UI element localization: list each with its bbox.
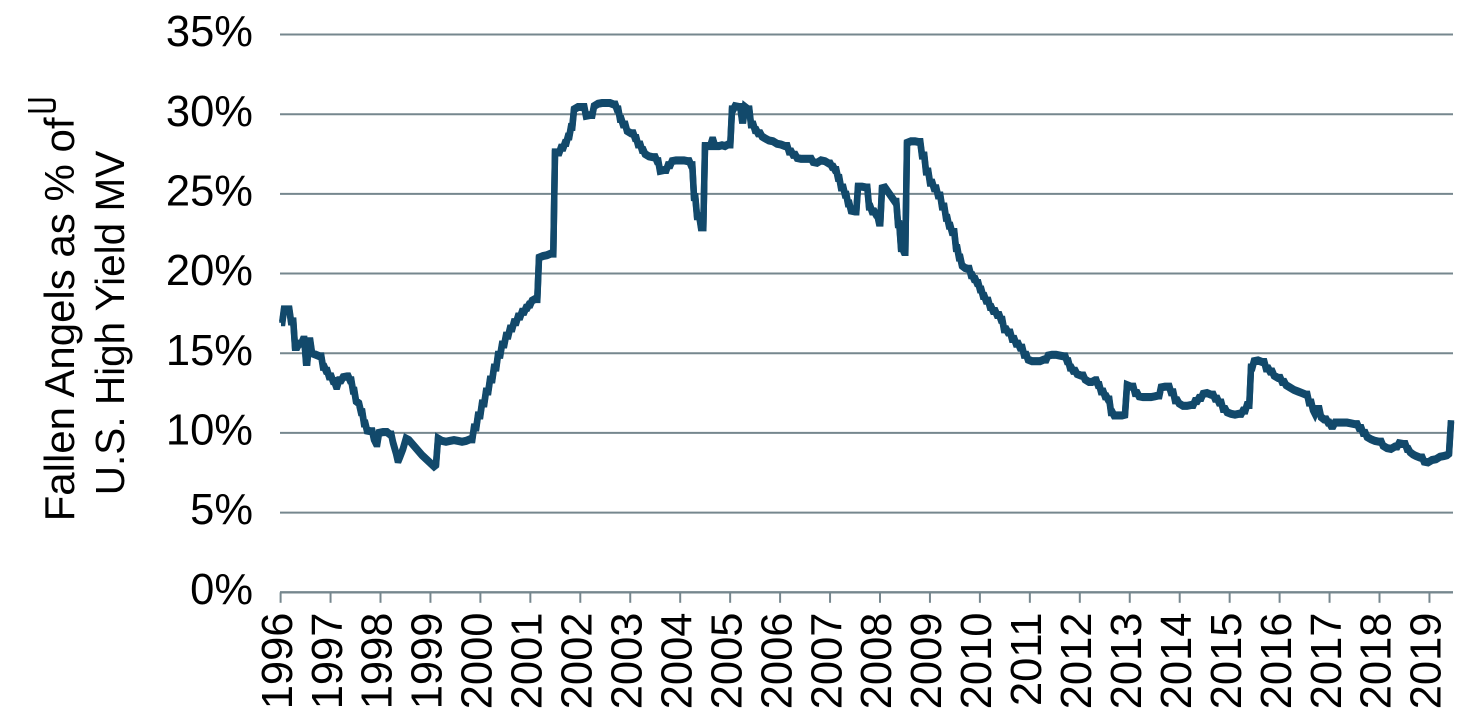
svg-text:2018: 2018: [1353, 613, 1401, 710]
svg-text:2005: 2005: [703, 613, 751, 710]
svg-text:2019: 2019: [1403, 613, 1451, 710]
svg-text:10%: 10%: [166, 407, 253, 455]
svg-text:0%: 0%: [190, 566, 253, 614]
svg-text:U.S. High Yield MV: U.S. High Yield MV: [87, 151, 133, 495]
svg-text:25%: 25%: [166, 168, 253, 216]
svg-text:2015: 2015: [1203, 613, 1251, 710]
svg-text:5%: 5%: [190, 486, 253, 534]
svg-text:15%: 15%: [166, 327, 253, 375]
svg-text:1997: 1997: [304, 613, 352, 710]
svg-text:2016: 2016: [1253, 613, 1301, 710]
svg-text:2010: 2010: [953, 613, 1001, 710]
svg-text:2014: 2014: [1153, 613, 1201, 710]
svg-text:30%: 30%: [166, 88, 253, 136]
svg-text:1999: 1999: [404, 613, 452, 710]
svg-text:20%: 20%: [166, 247, 253, 295]
svg-text:2012: 2012: [1053, 613, 1101, 710]
svg-text:2000: 2000: [454, 613, 502, 710]
svg-text:2013: 2013: [1103, 613, 1151, 710]
svg-text:1996: 1996: [254, 613, 302, 710]
svg-text:2009: 2009: [903, 613, 951, 710]
svg-text:Fallen Angels as % of: Fallen Angels as % of: [36, 117, 83, 521]
svg-text:2017: 2017: [1303, 613, 1351, 710]
svg-text:2008: 2008: [853, 613, 901, 710]
svg-text:2004: 2004: [653, 613, 701, 710]
svg-text:2011: 2011: [1003, 613, 1051, 707]
svg-text:1998: 1998: [354, 613, 402, 710]
svg-text:2002: 2002: [554, 613, 602, 710]
svg-text:2007: 2007: [803, 613, 851, 710]
svg-text:35%: 35%: [166, 8, 253, 56]
svg-text:2001: 2001: [504, 613, 552, 710]
svg-text:2006: 2006: [753, 613, 801, 710]
svg-text:2003: 2003: [603, 613, 651, 710]
